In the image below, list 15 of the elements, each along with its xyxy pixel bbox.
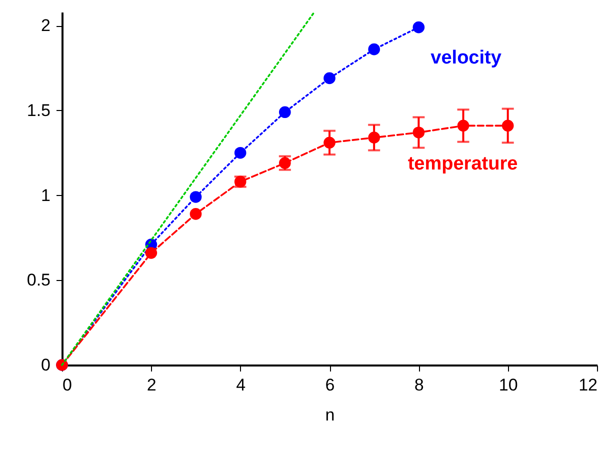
y-tick-label: 0 xyxy=(41,356,50,374)
x-tick-label: 2 xyxy=(146,376,156,394)
y-tick-label: 1.5 xyxy=(26,100,50,120)
x-tick-label: 10 xyxy=(498,376,518,394)
x-tick-label: 12 xyxy=(578,376,598,394)
y-tick-label: 2 xyxy=(41,16,50,36)
y-tick-label: 0.5 xyxy=(26,270,50,290)
x-tick-label: 8 xyxy=(414,376,424,394)
series-label: temperature xyxy=(408,154,518,175)
x-tick-label: 6 xyxy=(325,376,335,394)
x-tick-label: 4 xyxy=(236,376,246,394)
x-tick-label: 0 xyxy=(62,376,72,394)
series-label: velocity xyxy=(430,47,502,68)
x-axis-title: n xyxy=(325,406,335,424)
y-tick-label: 1 xyxy=(41,186,50,205)
